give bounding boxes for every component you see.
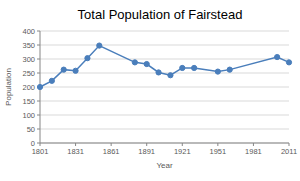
data-point bbox=[132, 60, 137, 65]
grid-line bbox=[40, 143, 289, 144]
data-point bbox=[144, 61, 149, 66]
x-tick bbox=[253, 143, 254, 146]
x-axis bbox=[40, 143, 289, 144]
x-tick-label: 1981 bbox=[245, 147, 262, 156]
grid-line bbox=[40, 115, 289, 116]
data-point bbox=[275, 54, 280, 59]
grid-line bbox=[40, 101, 289, 102]
x-tick bbox=[40, 143, 41, 146]
y-tick-label: 200 bbox=[22, 83, 35, 92]
y-tick-label: 350 bbox=[22, 41, 35, 50]
x-axis-label: Year bbox=[156, 161, 173, 170]
grid-line bbox=[40, 45, 289, 46]
chart-svg: Total Population of Fairstead05010015020… bbox=[0, 0, 300, 181]
x-tick-label: 2011 bbox=[281, 147, 297, 156]
grid-line bbox=[40, 31, 289, 32]
y-tick-label: 300 bbox=[22, 55, 35, 64]
grid-line bbox=[40, 129, 289, 130]
data-point bbox=[85, 56, 90, 61]
series-line bbox=[40, 46, 289, 87]
x-tick bbox=[75, 143, 76, 146]
x-tick bbox=[111, 143, 112, 146]
y-tick-label: 150 bbox=[22, 97, 35, 106]
x-tick-label: 1891 bbox=[138, 147, 155, 156]
data-point bbox=[227, 67, 232, 72]
x-tick-label: 1801 bbox=[32, 147, 49, 156]
data-point bbox=[180, 65, 185, 70]
y-tick-label: 400 bbox=[22, 27, 35, 36]
data-point bbox=[192, 65, 197, 70]
x-tick-label: 1831 bbox=[67, 147, 84, 156]
grid-line bbox=[40, 59, 289, 60]
plot-area bbox=[37, 43, 291, 90]
data-point bbox=[156, 70, 161, 75]
y-tick-label: 250 bbox=[22, 69, 35, 78]
x-tick-label: 1921 bbox=[174, 147, 191, 156]
x-tick bbox=[217, 143, 218, 146]
x-tick-label: 1951 bbox=[210, 147, 227, 156]
data-point bbox=[73, 68, 78, 73]
chart-title: Total Population of Fairstead bbox=[78, 7, 243, 22]
data-point bbox=[49, 78, 54, 83]
data-point bbox=[37, 84, 42, 89]
data-point bbox=[168, 73, 173, 78]
y-tick-label: 100 bbox=[22, 111, 35, 120]
x-tick bbox=[289, 143, 290, 146]
chart-container: Total Population of Fairstead05010015020… bbox=[0, 0, 300, 181]
data-point bbox=[97, 43, 102, 48]
x-tick bbox=[146, 143, 147, 146]
y-tick-label: 50 bbox=[27, 125, 35, 134]
x-tick bbox=[182, 143, 183, 146]
data-point bbox=[286, 60, 291, 65]
grid-line bbox=[40, 87, 289, 88]
x-tick-label: 1861 bbox=[103, 147, 120, 156]
data-point bbox=[61, 67, 66, 72]
data-point bbox=[215, 69, 220, 74]
y-axis-label: Population bbox=[4, 68, 13, 106]
